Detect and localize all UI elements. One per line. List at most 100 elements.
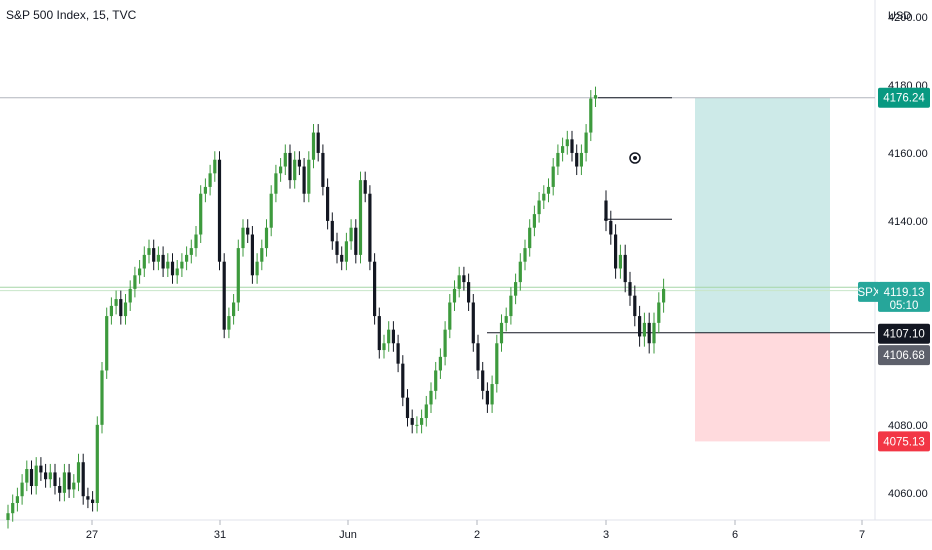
candle-body	[467, 282, 471, 303]
time-tick-label: 7	[859, 529, 865, 541]
candle-body	[396, 343, 400, 364]
candle-body	[628, 282, 632, 296]
candle-body	[657, 302, 661, 323]
svg-text:4119.13: 4119.13	[884, 287, 925, 299]
candle-body	[72, 482, 76, 490]
candle-body	[452, 288, 457, 303]
time-tick-label: 31	[214, 529, 226, 541]
candle-body	[448, 302, 452, 330]
candle-body	[579, 152, 583, 167]
candle-body	[424, 404, 428, 419]
candle-body	[142, 254, 146, 269]
candle-body	[504, 316, 508, 323]
candle-body	[638, 316, 642, 337]
candle-body	[44, 472, 48, 480]
time-tick-label: 3	[603, 529, 609, 541]
candle-body	[495, 343, 499, 385]
candle-body	[344, 241, 348, 262]
candle-body	[499, 322, 504, 344]
chart-title: S&P 500 Index, 15, TVC	[6, 8, 137, 22]
candle-body	[241, 227, 245, 249]
candle-body	[434, 370, 438, 391]
candle-body	[283, 152, 287, 167]
candle-body	[147, 248, 151, 255]
price-tick-label: 4060.00	[888, 488, 928, 500]
svg-text:05:10: 05:10	[890, 300, 919, 312]
candle-body	[81, 462, 85, 497]
candle-body	[429, 390, 433, 405]
candle-body	[119, 299, 123, 317]
candle-body	[48, 472, 52, 480]
loss-zone[interactable]	[695, 332, 830, 442]
candle-body	[377, 316, 381, 351]
time-tick-label: 2	[474, 529, 480, 541]
candle-body	[105, 316, 109, 371]
candle-body	[618, 254, 622, 269]
price-tick-label: 4160.00	[888, 148, 928, 160]
candle-body	[528, 227, 532, 249]
candle-body	[11, 503, 15, 514]
svg-text:4176.24: 4176.24	[883, 93, 925, 105]
candle-body	[293, 159, 297, 181]
candle-body	[330, 220, 334, 242]
candle-body	[170, 261, 175, 276]
candle-body	[62, 472, 66, 493]
candle-body	[542, 193, 546, 201]
candle-body	[311, 132, 316, 160]
candle-body	[401, 363, 405, 398]
candle-body	[471, 302, 475, 344]
candle-body	[321, 152, 325, 187]
candle-body	[415, 424, 419, 426]
alert-eye-icon[interactable]	[629, 152, 641, 164]
svg-text:4106.68: 4106.68	[883, 350, 925, 362]
candle-body	[274, 173, 278, 194]
candle-body	[138, 268, 142, 276]
candle-body	[203, 186, 207, 194]
candle-body	[593, 95, 598, 99]
entry-alt-price-tag[interactable]: 4106.68	[878, 345, 930, 366]
candle-body	[561, 146, 565, 153]
candle-body	[260, 248, 264, 262]
candle-body	[481, 370, 485, 391]
candle-body	[156, 254, 160, 262]
candle-body	[476, 343, 480, 371]
candle-body	[100, 370, 104, 425]
candle-body	[133, 275, 137, 289]
candle-body	[551, 166, 555, 187]
candle-body	[604, 200, 608, 221]
time-tick-label: Jun	[339, 529, 357, 541]
svg-text:4107.10: 4107.10	[883, 329, 925, 341]
stop-price-tag[interactable]: 4075.13	[878, 431, 930, 452]
time-tick-label: 6	[732, 529, 738, 541]
candle-body	[349, 227, 353, 242]
candle-body	[373, 261, 377, 317]
candle-body	[53, 472, 57, 487]
entry-price-tag[interactable]: 4107.10	[878, 323, 930, 344]
candle-body	[565, 139, 569, 147]
svg-text:SPX: SPX	[857, 287, 880, 299]
candle-body	[363, 180, 367, 194]
candle-body	[166, 261, 170, 269]
target-price-tag[interactable]: 4176.24	[878, 87, 930, 108]
candle-body	[175, 268, 179, 276]
candle-body	[316, 132, 320, 153]
candle-body	[575, 152, 579, 167]
candle-body	[584, 132, 588, 153]
candle-body	[232, 302, 236, 317]
candle-body	[382, 343, 386, 351]
candle-body	[67, 472, 71, 490]
candle-body	[652, 322, 656, 344]
candle-body	[250, 234, 254, 276]
candle-body	[227, 316, 231, 330]
candle-body	[462, 275, 466, 283]
candle-body	[180, 261, 184, 269]
candle-body	[246, 227, 250, 235]
price-tick-label: 4080.00	[888, 420, 928, 432]
candle-body	[335, 241, 339, 255]
profit-zone[interactable]	[695, 97, 830, 333]
candle-body	[6, 513, 10, 520]
candle-body	[589, 98, 593, 133]
candle-body	[387, 329, 391, 344]
